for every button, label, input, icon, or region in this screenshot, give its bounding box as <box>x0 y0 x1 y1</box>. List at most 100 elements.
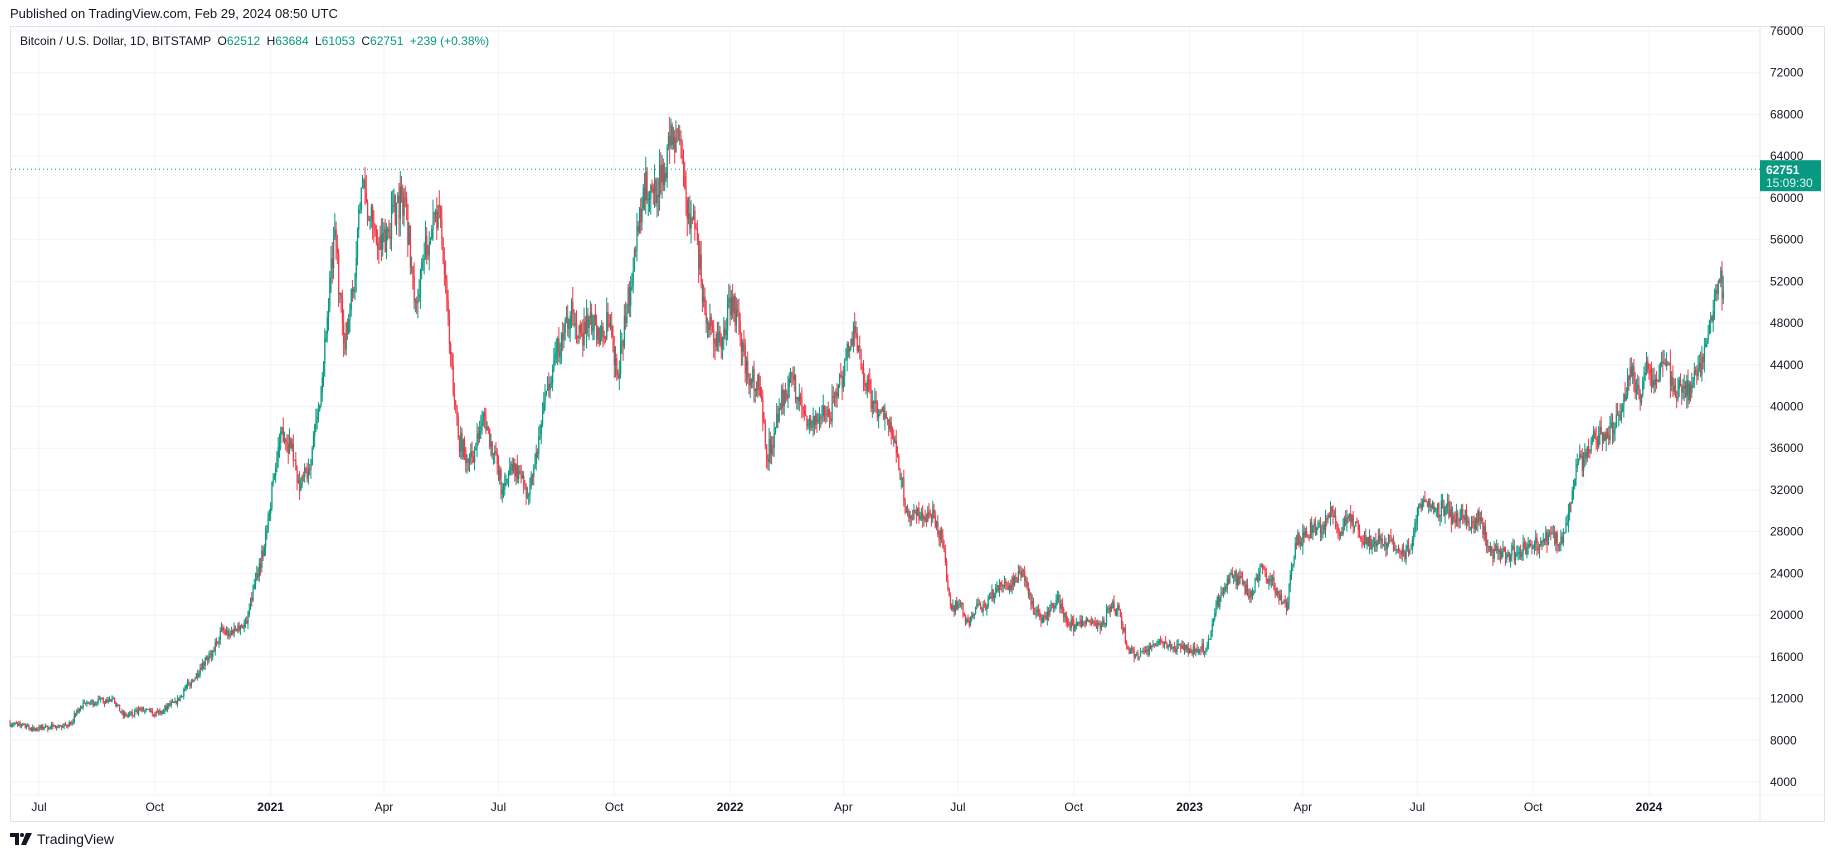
candle-body <box>1235 570 1237 586</box>
candle-body <box>1648 368 1650 370</box>
candle-body <box>101 697 103 699</box>
candle-body <box>761 395 763 399</box>
candle-body <box>1474 518 1476 530</box>
candle-body <box>1710 316 1712 320</box>
tradingview-logo[interactable]: TradingView <box>10 831 114 847</box>
candle-body <box>740 333 743 352</box>
candle-body <box>802 406 804 410</box>
candle-body <box>467 458 469 463</box>
candle-body <box>452 364 454 394</box>
candle-body <box>825 414 827 416</box>
candle-body <box>1163 641 1166 646</box>
candle-body <box>1535 537 1537 544</box>
candle-body <box>1269 578 1271 581</box>
candle-body <box>766 444 768 459</box>
candle-body <box>261 550 263 568</box>
candle-body <box>338 253 340 295</box>
candle-body <box>131 712 133 716</box>
candle-body <box>573 312 575 326</box>
candle-body <box>1064 612 1066 617</box>
candle-body <box>559 350 561 357</box>
candle-body <box>462 439 464 458</box>
y-tick-label: 44000 <box>1770 358 1804 372</box>
candle-body <box>1097 623 1099 629</box>
candle-body <box>1020 571 1022 577</box>
candle-body <box>1545 531 1547 542</box>
candle-body <box>340 292 342 298</box>
candle-body <box>116 704 118 707</box>
candle-body <box>505 479 507 483</box>
candle-body <box>1126 642 1128 646</box>
candle-body <box>649 198 651 200</box>
candle-body <box>1202 643 1205 653</box>
candle-body <box>1231 572 1234 578</box>
candle-body <box>818 416 821 420</box>
candle-body <box>1566 523 1568 525</box>
candle-body <box>48 728 50 730</box>
candle-body <box>1551 532 1553 534</box>
candle-body <box>421 262 423 270</box>
candle-body <box>601 326 603 338</box>
candle-body <box>1439 515 1441 518</box>
candle-body <box>469 457 471 463</box>
candle-body <box>193 679 195 682</box>
candle-body <box>1386 542 1388 550</box>
candle-body <box>331 258 333 268</box>
brand-name: TradingView <box>37 831 115 847</box>
candle-body <box>1609 426 1611 440</box>
candle-body <box>1046 611 1048 620</box>
candle-body <box>1080 619 1082 627</box>
candle-body <box>1157 643 1159 645</box>
candle-body <box>540 424 542 434</box>
candle-body <box>1029 593 1031 596</box>
candle-body <box>251 597 253 601</box>
candle-body <box>188 681 190 683</box>
candle-body <box>1077 622 1079 624</box>
candle-body <box>506 478 508 480</box>
candle-body <box>860 349 862 368</box>
candle-body <box>268 513 271 517</box>
candle-body <box>353 288 355 292</box>
candle-body <box>424 235 427 259</box>
candle-body <box>1552 532 1555 534</box>
tradingview-logo-icon <box>10 833 32 845</box>
candle-body <box>1025 580 1027 582</box>
candle-body <box>150 710 152 713</box>
candle-body <box>932 509 934 519</box>
candle-body <box>666 146 668 179</box>
candle-body <box>1139 651 1142 657</box>
candle-body <box>1362 542 1364 545</box>
candle-body <box>292 443 294 460</box>
candle-body <box>514 463 516 477</box>
candle-body <box>1197 650 1200 653</box>
candle-body <box>1176 643 1178 653</box>
candle-body <box>1512 546 1514 548</box>
candle-body <box>997 585 999 591</box>
candle-body <box>1239 575 1241 585</box>
candle-body <box>1643 374 1645 381</box>
candle-body <box>1425 500 1427 503</box>
candle-body <box>370 206 373 219</box>
candle-body <box>547 384 549 391</box>
candle-body <box>947 580 949 589</box>
y-tick-label: 32000 <box>1770 483 1804 497</box>
candle-body <box>779 407 782 409</box>
candle-body <box>1289 574 1291 586</box>
candle-body <box>1608 434 1610 440</box>
candle-body <box>63 723 65 727</box>
candle-body <box>248 609 250 616</box>
candle-body <box>354 277 356 289</box>
candle-body <box>501 489 503 495</box>
x-tick-label: Oct <box>1524 800 1543 814</box>
candle-body <box>1619 415 1621 421</box>
candle-body <box>149 708 151 713</box>
candle-body <box>1372 543 1375 545</box>
candle-body <box>591 312 593 332</box>
candle-body <box>139 708 141 710</box>
candle-body <box>690 218 692 229</box>
candle-body <box>24 724 26 728</box>
y-tick-label: 52000 <box>1770 274 1804 288</box>
candle-body <box>59 725 62 727</box>
candle-body <box>790 373 792 379</box>
